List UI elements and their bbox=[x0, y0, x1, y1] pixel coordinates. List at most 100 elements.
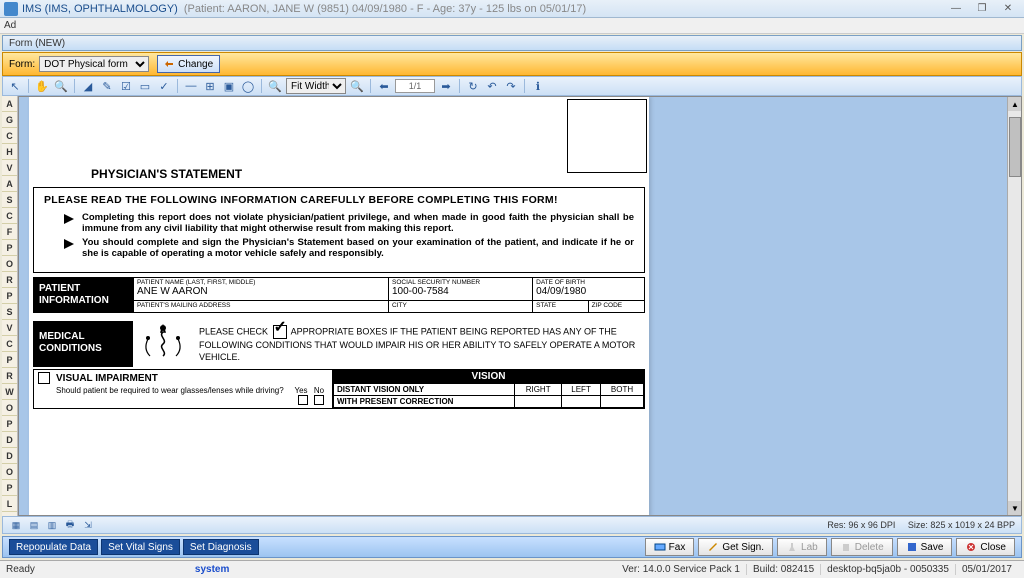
highlight-tool-icon[interactable]: ◢ bbox=[80, 78, 96, 94]
medical-conditions-section: MEDICAL CONDITIONS PLEASE CHECK APPROPRI… bbox=[33, 321, 645, 367]
fax-button[interactable]: Fax bbox=[645, 538, 695, 556]
letter-g[interactable]: G bbox=[2, 112, 17, 128]
print-icon[interactable]: 🖶 bbox=[63, 518, 77, 532]
letter-o[interactable]: O bbox=[2, 400, 17, 416]
letter-w[interactable]: W bbox=[2, 384, 17, 400]
minimize-button[interactable]: — bbox=[944, 2, 968, 16]
glasses-no-checkbox[interactable] bbox=[314, 395, 324, 405]
thumb1-icon[interactable]: ▦ bbox=[9, 518, 23, 532]
patient-ssn: 100-00-7584 bbox=[392, 286, 529, 297]
hand-tool-icon[interactable]: ✋ bbox=[34, 78, 50, 94]
delete-button[interactable]: Delete bbox=[831, 538, 893, 556]
next-page-icon[interactable]: ➡ bbox=[438, 78, 454, 94]
scroll-down-icon[interactable]: ▼ bbox=[1008, 501, 1022, 515]
letter-s[interactable]: S bbox=[2, 304, 17, 320]
letter-c[interactable]: C bbox=[2, 336, 17, 352]
line-tool-icon[interactable]: — bbox=[183, 78, 199, 94]
form-select[interactable]: DOT Physical form bbox=[39, 56, 149, 72]
letter-p[interactable]: P bbox=[2, 288, 17, 304]
letter-r[interactable]: R bbox=[2, 272, 17, 288]
text-tool-icon[interactable]: ▣ bbox=[221, 78, 237, 94]
status-ready: Ready bbox=[6, 564, 35, 575]
menu-bar[interactable]: Ad bbox=[0, 18, 1024, 34]
info-icon[interactable]: ℹ bbox=[530, 78, 546, 94]
scroll-up-icon[interactable]: ▲ bbox=[1008, 97, 1022, 111]
medical-conditions-text: PLEASE CHECK APPROPRIATE BOXES IF THE PA… bbox=[193, 321, 645, 367]
letter-p[interactable]: P bbox=[2, 416, 17, 432]
status-system: system bbox=[195, 564, 229, 575]
medical-conditions-label: MEDICAL CONDITIONS bbox=[33, 321, 133, 367]
stamp-tool-icon[interactable]: ⊞ bbox=[202, 78, 218, 94]
patient-info-grid: PATIENT NAME (LAST, FIRST, MIDDLE)ANE W … bbox=[133, 277, 645, 313]
rect-tool-icon[interactable]: ▭ bbox=[137, 78, 153, 94]
pen-tool-icon[interactable]: ✎ bbox=[99, 78, 115, 94]
get-sign-button[interactable]: Get Sign. bbox=[698, 538, 773, 556]
close-button[interactable]: Close bbox=[956, 538, 1015, 556]
change-button[interactable]: Change bbox=[157, 55, 220, 73]
patient-summary: (Patient: AARON, JANE W (9851) 04/09/198… bbox=[184, 3, 586, 15]
thumb3-icon[interactable]: ▥ bbox=[45, 518, 59, 532]
zoom-tool-icon[interactable]: 🔍 bbox=[53, 78, 69, 94]
save-button[interactable]: Save bbox=[897, 538, 953, 556]
set-vital-signs-button[interactable]: Set Vital Signs bbox=[101, 539, 180, 555]
status-version: Ver: 14.0.0 Service Pack 1 bbox=[616, 564, 747, 575]
refresh-icon[interactable]: ↻ bbox=[465, 78, 481, 94]
pointer-tool-icon[interactable]: ↖ bbox=[7, 78, 23, 94]
vertical-scrollbar[interactable]: ▲ ▼ bbox=[1007, 97, 1021, 515]
prev-page-icon[interactable]: ⬅ bbox=[376, 78, 392, 94]
zoom-select[interactable]: Fit Width bbox=[286, 78, 346, 94]
export-icon[interactable]: ⇲ bbox=[81, 518, 95, 532]
letter-index-strip[interactable]: AGCHVASCFPORPSVCPRWOPDDOPL bbox=[2, 96, 18, 516]
letter-d[interactable]: D bbox=[2, 448, 17, 464]
visual-impairment-checkbox[interactable] bbox=[38, 372, 50, 384]
letter-p[interactable]: P bbox=[2, 352, 17, 368]
vision-section: VISUAL IMPAIRMENT Should patient be requ… bbox=[33, 369, 645, 409]
menu-ad[interactable]: Ad bbox=[4, 20, 16, 31]
set-diagnosis-button[interactable]: Set Diagnosis bbox=[183, 539, 259, 555]
medical-icon bbox=[133, 321, 193, 367]
letter-v[interactable]: V bbox=[2, 160, 17, 176]
form-heading: PHYSICIAN'S STATEMENT bbox=[91, 167, 647, 181]
thumb2-icon[interactable]: ▤ bbox=[27, 518, 41, 532]
letter-f[interactable]: F bbox=[2, 224, 17, 240]
letter-p[interactable]: P bbox=[2, 240, 17, 256]
editor-toolbar: ↖ ✋ 🔍 ◢ ✎ ☑ ▭ ✓ — ⊞ ▣ ◯ 🔍 Fit Width 🔍 ⬅ … bbox=[2, 76, 1022, 96]
checkbox-tool-icon[interactable]: ☑ bbox=[118, 78, 134, 94]
letter-r[interactable]: R bbox=[2, 368, 17, 384]
shape-tool-icon[interactable]: ◯ bbox=[240, 78, 256, 94]
letter-s[interactable]: S bbox=[2, 192, 17, 208]
letter-c[interactable]: C bbox=[2, 208, 17, 224]
zoom-out-icon[interactable]: 🔍 bbox=[267, 78, 283, 94]
letter-o[interactable]: O bbox=[2, 464, 17, 480]
letter-d[interactable]: D bbox=[2, 432, 17, 448]
letter-h[interactable]: H bbox=[2, 144, 17, 160]
zoom-in-icon[interactable]: 🔍 bbox=[349, 78, 365, 94]
patient-dob: 04/09/1980 bbox=[536, 286, 641, 297]
scroll-thumb[interactable] bbox=[1009, 117, 1021, 177]
stamp-placeholder bbox=[567, 99, 647, 173]
rotate-left-icon[interactable]: ↶ bbox=[484, 78, 500, 94]
repopulate-data-button[interactable]: Repopulate Data bbox=[9, 539, 98, 555]
letter-a[interactable]: A bbox=[2, 176, 17, 192]
maximize-button[interactable]: ❐ bbox=[970, 2, 994, 16]
glasses-yes-checkbox[interactable] bbox=[298, 395, 308, 405]
letter-o[interactable]: O bbox=[2, 256, 17, 272]
letter-c[interactable]: C bbox=[2, 128, 17, 144]
vision-table: VISION DISTANT VISION ONLYRIGHTLEFTBOTH … bbox=[333, 369, 645, 409]
bullet-icon bbox=[64, 214, 74, 224]
status-desktop: desktop-bq5ja0b - 0050335 bbox=[821, 564, 956, 575]
title-bar: IMS (IMS, OPHTHALMOLOGY) (Patient: AARON… bbox=[0, 0, 1024, 18]
check-graphic-icon bbox=[273, 325, 287, 339]
document-footer-bar: ▦ ▤ ▥ 🖶 ⇲ Res: 96 x 96 DPI Size: 825 x 1… bbox=[2, 516, 1022, 534]
close-window-button[interactable]: ✕ bbox=[996, 2, 1020, 16]
app-icon bbox=[4, 2, 18, 16]
lab-button[interactable]: Lab bbox=[777, 538, 827, 556]
letter-v[interactable]: V bbox=[2, 320, 17, 336]
letter-p[interactable]: P bbox=[2, 480, 17, 496]
rotate-right-icon[interactable]: ↷ bbox=[503, 78, 519, 94]
letter-l[interactable]: L bbox=[2, 496, 17, 512]
patient-info-label: PATIENT INFORMATION bbox=[33, 277, 133, 313]
check-tool-icon[interactable]: ✓ bbox=[156, 78, 172, 94]
letter-a[interactable]: A bbox=[2, 96, 17, 112]
size-text: Size: 825 x 1019 x 24 BPP bbox=[908, 520, 1015, 530]
